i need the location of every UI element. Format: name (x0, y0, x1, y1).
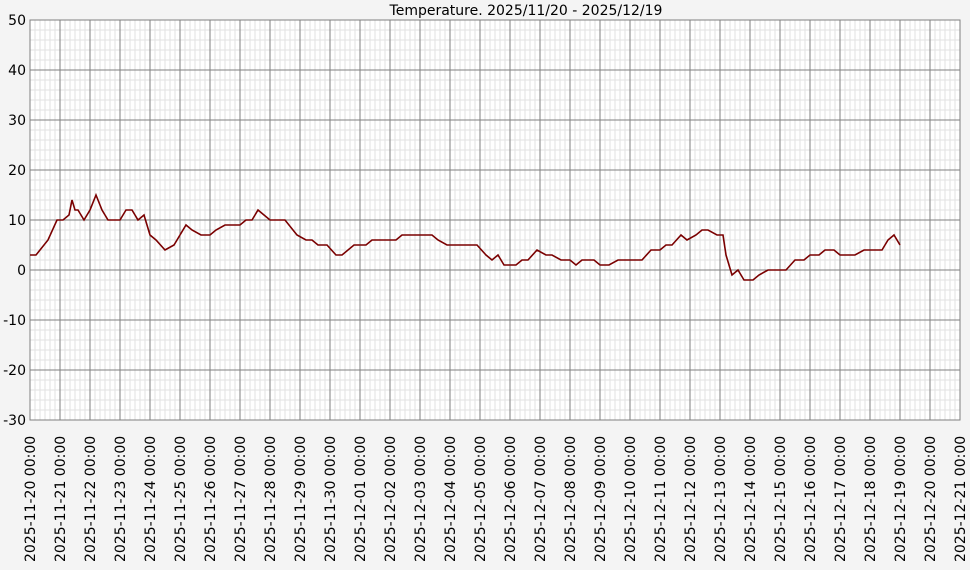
x-tick-label: 2025-12-07 00:00 (533, 436, 549, 562)
x-tick-label: 2025-12-11 00:00 (653, 436, 669, 562)
x-tick-label: 2025-12-12 00:00 (683, 436, 699, 562)
x-tick-label: 2025-11-22 00:00 (83, 436, 99, 562)
x-tick-label: 2025-12-08 00:00 (563, 436, 579, 562)
x-tick-label: 2025-12-06 00:00 (503, 436, 519, 562)
x-tick-label: 2025-12-04 00:00 (443, 436, 459, 562)
x-tick-label: 2025-11-25 00:00 (173, 436, 189, 562)
x-tick-label: 2025-11-29 00:00 (293, 436, 309, 562)
y-tick-label: -10 (3, 313, 26, 329)
y-tick-label: 0 (17, 263, 26, 279)
chart-title: Temperature. 2025/11/20 - 2025/12/19 (389, 3, 663, 19)
y-tick-label: -30 (3, 413, 26, 429)
plot-frame (29, 19, 961, 421)
x-tick-label: 2025-12-05 00:00 (473, 436, 489, 562)
x-tick-label: 2025-11-27 00:00 (233, 436, 249, 562)
x-tick-label: 2025-12-03 00:00 (413, 436, 429, 562)
x-tick-label: 2025-12-02 00:00 (383, 436, 399, 562)
y-tick-label: 30 (8, 113, 26, 129)
x-tick-label: 2025-12-14 00:00 (743, 436, 759, 562)
x-tick-label: 2025-11-30 00:00 (323, 436, 339, 562)
x-tick-label: 2025-11-26 00:00 (203, 436, 219, 562)
y-tick-label: 40 (8, 63, 26, 79)
y-tick-label: -20 (3, 363, 26, 379)
series-line-temperature (30, 192, 901, 281)
x-tick-label: 2025-12-13 00:00 (713, 436, 729, 562)
x-tick-label: 2025-12-16 00:00 (803, 436, 819, 562)
x-tick-label: 2025-12-19 00:00 (893, 436, 909, 562)
x-tick-label: 2025-12-18 00:00 (863, 436, 879, 562)
y-tick-label: 10 (8, 213, 26, 229)
x-tick-label: 2025-11-28 00:00 (263, 436, 279, 562)
x-tick-label: 2025-12-21 00:00 (953, 436, 969, 562)
y-axis-tick-labels: 50 40 30 20 10 0 -10 -20 -30 (3, 13, 26, 429)
x-tick-label: 2025-11-21 00:00 (53, 436, 69, 562)
x-tick-label: 2025-12-20 00:00 (923, 436, 939, 562)
y-tick-label: 20 (8, 163, 26, 179)
x-tick-label: 2025-11-23 00:00 (113, 436, 129, 562)
major-grid (29, 19, 961, 421)
x-tick-label: 2025-12-15 00:00 (773, 436, 789, 562)
x-axis-tick-labels: 2025-11-20 00:00 2025-11-21 00:00 2025-11-… (23, 436, 969, 562)
x-tick-label: 2025-11-24 00:00 (143, 436, 159, 562)
x-tick-label: 2025-11-20 00:00 (23, 436, 39, 562)
x-tick-label: 2025-12-17 00:00 (833, 436, 849, 562)
x-tick-label: 2025-12-01 00:00 (353, 436, 369, 562)
x-tick-label: 2025-12-10 00:00 (623, 436, 639, 562)
y-tick-label: 50 (8, 13, 26, 29)
x-tick-label: 2025-12-09 00:00 (593, 436, 609, 562)
